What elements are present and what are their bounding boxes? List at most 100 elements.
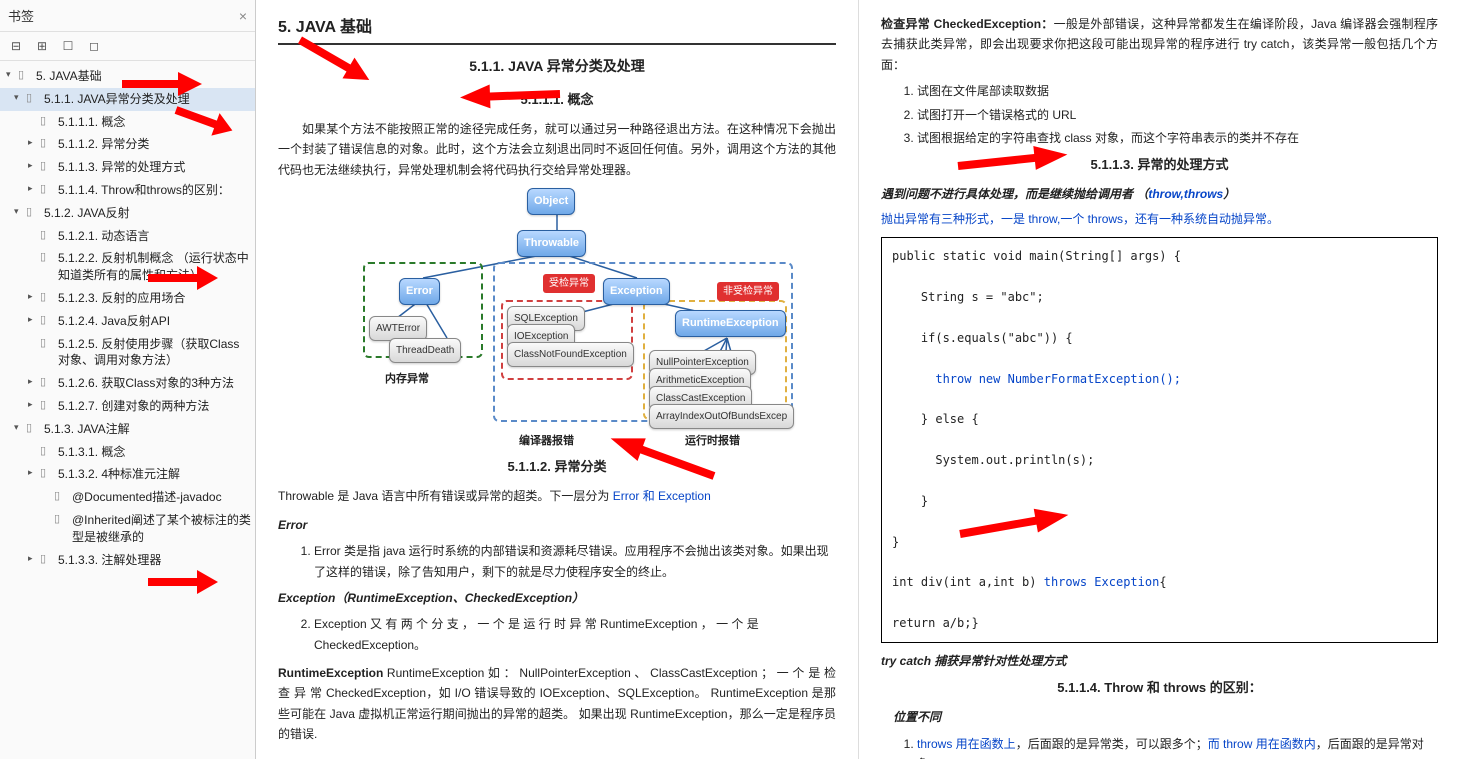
bookmark-label: 5.1.1.3. 异常的处理方式	[58, 159, 251, 176]
bookmark-node[interactable]: ▸▯5.1.3.3. 注解处理器	[0, 549, 255, 572]
expand-arrow-icon[interactable]: ▸	[28, 290, 40, 303]
heading-5112: 5.1.1.2. 异常分类	[278, 456, 836, 478]
paragraph: Throwable 是 Java 语言中所有错误或异常的超类。下一层分为 Err…	[278, 486, 836, 506]
expand-arrow-icon[interactable]: ▾	[14, 91, 26, 104]
expand-arrow-icon[interactable]: ▾	[14, 421, 26, 434]
page-1: 5. JAVA 基础 5.1.1. JAVA 异常分类及处理 5.1.1.1. …	[256, 0, 858, 759]
subhead-pos: 位置不同	[893, 707, 1438, 727]
bookmark-label: 5.1.2.6. 获取Class对象的3种方法	[58, 375, 251, 392]
bookmark-node[interactable]: ▾▯5. JAVA基础	[0, 65, 255, 88]
collapse-all-icon[interactable]: ⊞	[34, 38, 50, 54]
paragraph: RuntimeException RuntimeException 如 ： Nu…	[278, 663, 836, 745]
bookmark-label: 5.1.2.7. 创建对象的两种方法	[58, 398, 251, 415]
bookmark-node[interactable]: ▸▯ 5.1.2.3. 反射的应用场合	[0, 287, 255, 310]
code-block: public static void main(String[] args) {…	[881, 237, 1438, 642]
expand-arrow-icon[interactable]: ▸	[28, 313, 40, 326]
bookmark-icon: ▯	[40, 552, 54, 567]
heading-5113: 5.1.1.3. 异常的处理方式	[881, 154, 1438, 176]
bookmark-node[interactable]: ▾▯5.1.3. JAVA注解	[0, 418, 255, 441]
bookmark-label: 5.1.1.4. Throw和throws的区别：	[58, 182, 251, 199]
node-runtime: RuntimeException	[675, 310, 786, 337]
label-runtime: 运行时报错	[685, 432, 740, 451]
list-pos: throws 用在函数上，后面跟的是异常类，可以跟多个；而 throw 用在函数…	[917, 734, 1438, 759]
bookmarks-sidebar: 书签 × ⊟ ⊞ ☐ ◻ ▾▯5. JAVA基础▾▯5.1.1. JAVA异常分…	[0, 0, 256, 759]
paragraph: 如果某个方法不能按照正常的途径完成任务，就可以通过另一种路径退出方法。在这种情况…	[278, 119, 836, 180]
bookmark-icon: ▯	[26, 205, 40, 220]
expand-arrow-icon[interactable]: ▸	[28, 552, 40, 565]
bookmark-label: 5.1.2.1. 动态语言	[58, 228, 251, 245]
bookmark-node[interactable]: ▯ 5.1.3.1. 概念	[0, 441, 255, 464]
subhead-exception: Exception（RuntimeException、CheckedExcept…	[278, 588, 836, 608]
expand-arrow-icon[interactable]: ▸	[28, 398, 40, 411]
bookmark-label: 5.1.3.2. 4种标准元注解	[58, 466, 251, 483]
bookmark-node[interactable]: ▯ 5.1.2.1. 动态语言	[0, 225, 255, 248]
bookmark-node[interactable]: ▯@Inherited阐述了某个被标注的类型是被继承的	[0, 509, 255, 549]
bookmark-node[interactable]: ▯5.1.1.1. 概念	[0, 111, 255, 134]
bookmark-icon[interactable]: ☐	[60, 38, 76, 54]
expand-arrow-icon[interactable]: ▸	[28, 182, 40, 195]
tag-checked: 受检异常	[543, 274, 595, 293]
expand-arrow-icon[interactable]: ▸	[28, 136, 40, 149]
bookmark-label: 5.1.2. JAVA反射	[44, 205, 251, 222]
bookmark-icon: ▯	[40, 250, 54, 265]
bookmark-node[interactable]: ▸▯5.1.2.6. 获取Class对象的3种方法	[0, 372, 255, 395]
bookmark-label: 5.1.2.3. 反射的应用场合	[58, 290, 251, 307]
label-mem: 内存异常	[385, 370, 429, 389]
bookmark-label: 5.1.3.1. 概念	[58, 444, 251, 461]
bookmark-node[interactable]: ▸▯5.1.2.7. 创建对象的两种方法	[0, 395, 255, 418]
label-compile: 编译器报错	[519, 432, 574, 451]
bookmark-node[interactable]: ▸▯5.1.1.3. 异常的处理方式	[0, 156, 255, 179]
bookmark-label: 5.1.1.1. 概念	[58, 114, 251, 131]
expand-all-icon[interactable]: ⊟	[8, 38, 24, 54]
bookmark-icon: ▯	[40, 444, 54, 459]
bookmark-node[interactable]: ▸▯ 5.1.3.2. 4种标准元注解	[0, 463, 255, 486]
sidebar-title: 书签	[8, 6, 34, 25]
node-thread: ThreadDeath	[389, 338, 461, 363]
expand-arrow-icon[interactable]: ▾	[14, 205, 26, 218]
node-exception: Exception	[603, 278, 670, 305]
node-throwable: Throwable	[517, 230, 586, 257]
link-error-exception[interactable]: Error 和 Exception	[613, 489, 711, 503]
bookmark-icon: ▯	[40, 290, 54, 305]
bookmark-node[interactable]: ▸▯5.1.1.2. 异常分类	[0, 133, 255, 156]
exception-hierarchy-diagram: Object Throwable Error 受检异常 Exception 非受…	[307, 188, 807, 448]
list-checked: 试图在文件尾部读取数据试图打开一个错误格式的 URL试图根据给定的字符串查找 c…	[917, 81, 1438, 148]
node-aioobe: ArrayIndexOutOfBundsExcep	[649, 404, 794, 429]
tag-icon[interactable]: ◻	[86, 38, 102, 54]
bookmark-icon: ▯	[26, 421, 40, 436]
sidebar-toolbar: ⊟ ⊞ ☐ ◻	[0, 32, 255, 61]
bookmark-icon: ▯	[18, 68, 32, 83]
bookmark-node[interactable]: ▸▯5.1.2.4. Java反射API	[0, 310, 255, 333]
page-2: 检查异常 CheckedException：一般是外部错误，这种异常都发生在编译…	[858, 0, 1460, 759]
bookmark-node[interactable]: ▸▯ 5.1.1.4. Throw和throws的区别：	[0, 179, 255, 202]
sidebar-header: 书签 ×	[0, 0, 255, 32]
expand-arrow-icon[interactable]: ▾	[6, 68, 18, 81]
heading-5: 5. JAVA 基础	[278, 14, 836, 45]
bookmark-node[interactable]: ▾▯ 5.1.2. JAVA反射	[0, 202, 255, 225]
bookmark-icon: ▯	[54, 512, 68, 527]
expand-arrow-icon[interactable]: ▸	[28, 159, 40, 172]
bookmark-icon: ▯	[54, 489, 68, 504]
list-exception: Exception 又 有 两 个 分 支 ， 一 个 是 运 行 时 异 常 …	[314, 614, 836, 655]
bookmark-node[interactable]: ▾▯5.1.1. JAVA异常分类及处理	[0, 88, 255, 111]
bookmark-label: @Documented描述-javadoc	[72, 489, 251, 506]
expand-arrow-icon[interactable]: ▸	[28, 466, 40, 479]
expand-arrow-icon[interactable]: ▸	[28, 375, 40, 388]
heading-5111: 5.1.1.1. 概念	[278, 89, 836, 111]
node-cnf: ClassNotFoundException	[507, 342, 634, 367]
paragraph-forms: 抛出异常有三种形式，一是 throw,一个 throws，还有一种系统自动抛异常…	[881, 209, 1438, 229]
bookmark-icon: ▯	[40, 466, 54, 481]
tag-unchecked: 非受检异常	[717, 282, 779, 301]
bookmark-icon: ▯	[40, 228, 54, 243]
bookmark-node[interactable]: ▯ @Documented描述-javadoc	[0, 486, 255, 509]
node-object: Object	[527, 188, 575, 215]
bookmark-label: 5.1.2.2. 反射机制概念 （运行状态中知道类所有的属性和方法）	[58, 250, 251, 284]
list-error: Error 类是指 java 运行时系统的内部错误和资源耗尽错误。应用程序不会抛…	[314, 541, 836, 582]
bookmark-node[interactable]: ▯ 5.1.2.2. 反射机制概念 （运行状态中知道类所有的属性和方法）	[0, 247, 255, 287]
bookmark-icon: ▯	[40, 313, 54, 328]
bookmark-icon: ▯	[40, 182, 54, 197]
bookmark-tree: ▾▯5. JAVA基础▾▯5.1.1. JAVA异常分类及处理▯5.1.1.1.…	[0, 61, 255, 759]
bookmark-icon: ▯	[26, 91, 40, 106]
close-icon[interactable]: ×	[239, 8, 247, 24]
bookmark-node[interactable]: ▯5.1.2.5. 反射使用步骤（获取Class对象、调用对象方法）	[0, 333, 255, 373]
